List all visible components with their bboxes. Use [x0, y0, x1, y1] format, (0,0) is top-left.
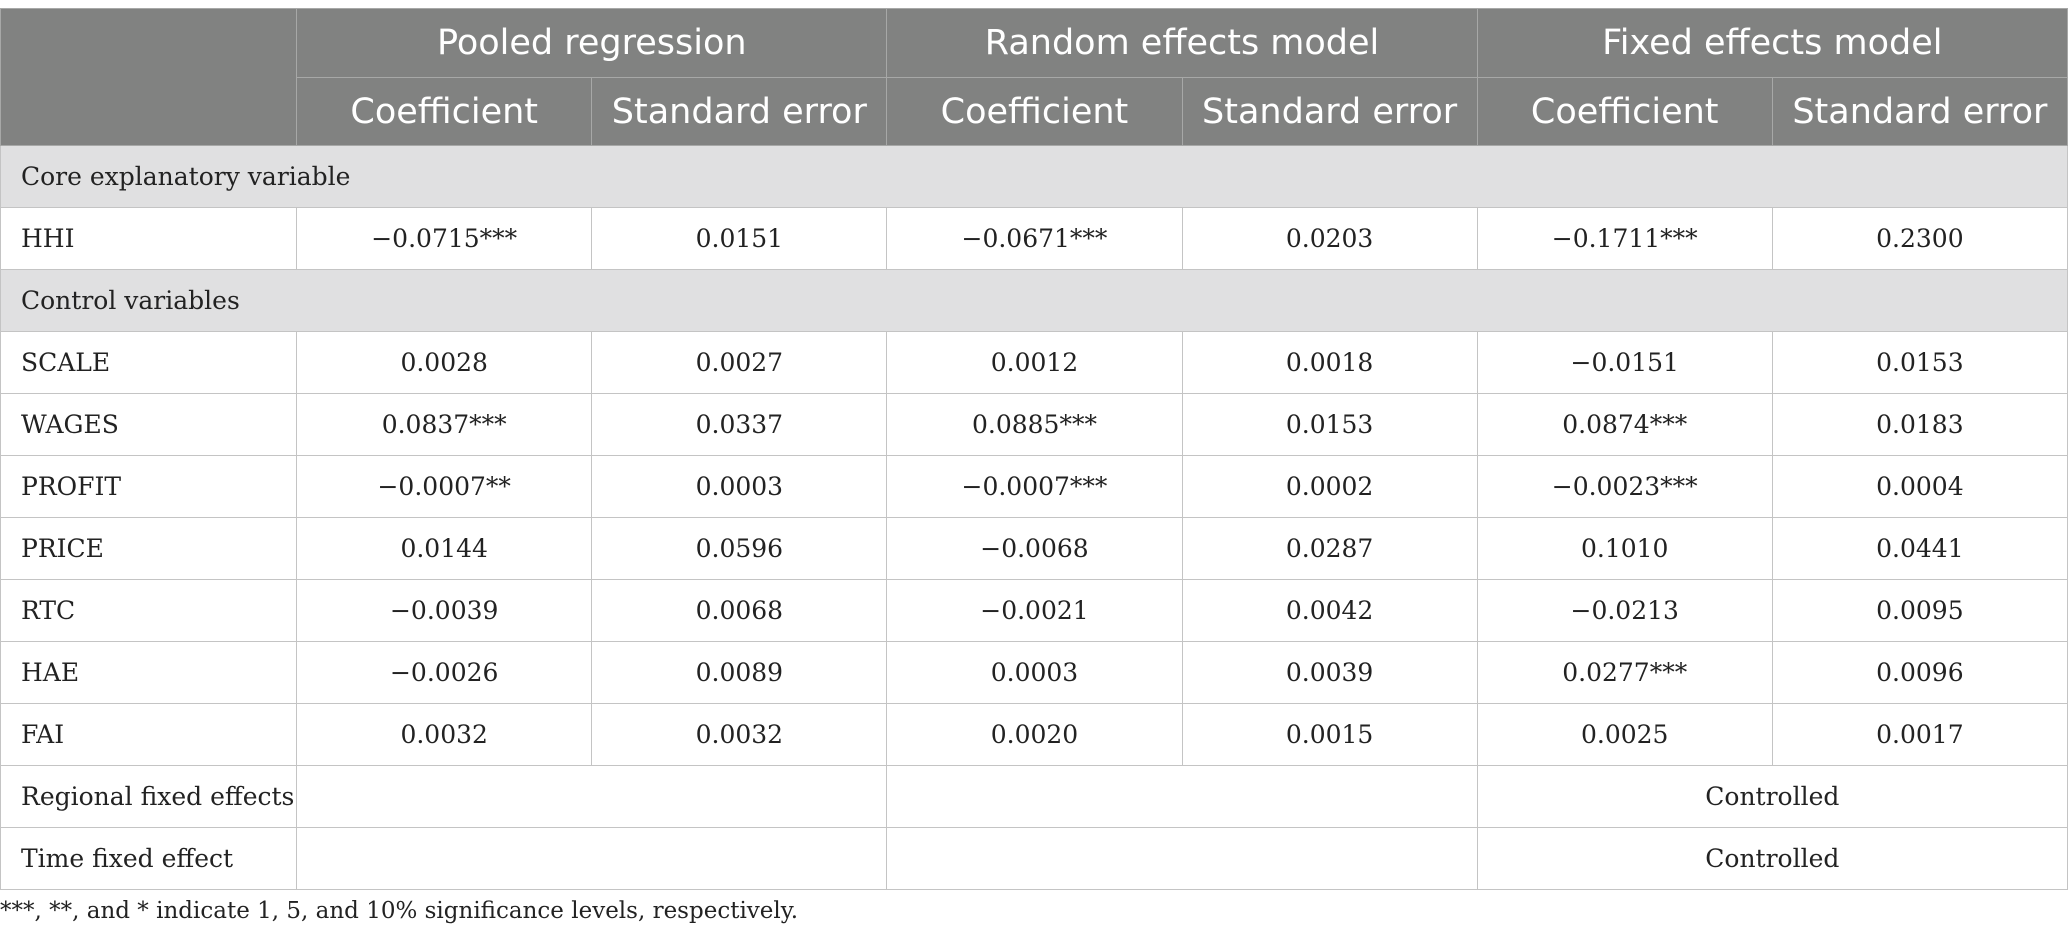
row-label: FAI	[0, 703, 298, 766]
row-label: SCALE	[0, 331, 298, 394]
regression-results-table: Pooled regression Random effects model F…	[0, 8, 2068, 890]
table-cell: 0.0096	[1771, 641, 2068, 704]
table-cell: 0.0004	[1771, 455, 2068, 518]
table-cell: 0.0032	[296, 703, 593, 766]
table-cell-merged	[886, 827, 1478, 890]
table-row-hae: HAE −0.0026 0.0089 0.0003 0.0039 0.0277*…	[0, 641, 2068, 704]
table-cell: 0.1010	[1476, 517, 1773, 580]
table-cell: 0.0012	[886, 331, 1183, 394]
header-subcolumn: Coefficient	[296, 77, 593, 146]
table-cell: 0.2300	[1771, 207, 2068, 270]
table-cell: 0.0039	[1181, 641, 1478, 704]
table-cell: 0.0441	[1771, 517, 2068, 580]
table-cell: −0.0213	[1476, 579, 1773, 642]
table-footnote: ***, **, and * indicate 1, 5, and 10% si…	[0, 898, 799, 924]
header-subcolumn: Coefficient	[886, 77, 1183, 146]
table-body: Core explanatory variable HHI −0.0715***…	[0, 145, 2068, 890]
table-cell: 0.0032	[591, 703, 888, 766]
table-cell: −0.0068	[886, 517, 1183, 580]
row-label: HHI	[0, 207, 298, 270]
table-cell: 0.0183	[1771, 393, 2068, 456]
table-row-scale: SCALE 0.0028 0.0027 0.0012 0.0018 −0.015…	[0, 331, 2068, 394]
table-cell: 0.0874***	[1476, 393, 1773, 456]
table-cell: −0.0715***	[296, 207, 593, 270]
table-row-fai: FAI 0.0032 0.0032 0.0020 0.0015 0.0025 0…	[0, 703, 2068, 766]
table-cell: 0.0153	[1771, 331, 2068, 394]
table-cell: 0.0002	[1181, 455, 1478, 518]
table-cell: 0.0003	[591, 455, 888, 518]
header-group-fixed: Fixed effects model	[1476, 8, 2068, 78]
row-label: RTC	[0, 579, 298, 642]
section-row-core: Core explanatory variable	[0, 145, 2068, 208]
header-subcolumn: Standard error	[591, 77, 888, 146]
table-cell: −0.1711***	[1476, 207, 1773, 270]
regression-table-container: Pooled regression Random effects model F…	[0, 8, 2068, 890]
section-label: Control variables	[0, 269, 2068, 332]
table-row-regional-fixed-effects: Regional fixed effects Controlled	[0, 765, 2068, 828]
table-cell: 0.0015	[1181, 703, 1478, 766]
table-cell: 0.0151	[591, 207, 888, 270]
table-cell: 0.0025	[1476, 703, 1773, 766]
row-label: Regional fixed effects	[0, 765, 298, 828]
table-row-price: PRICE 0.0144 0.0596 −0.0068 0.0287 0.101…	[0, 517, 2068, 580]
table-row-profit: PROFIT −0.0007** 0.0003 −0.0007*** 0.000…	[0, 455, 2068, 518]
table-row-wages: WAGES 0.0837*** 0.0337 0.0885*** 0.0153 …	[0, 393, 2068, 456]
row-label: HAE	[0, 641, 298, 704]
table-cell: 0.0027	[591, 331, 888, 394]
table-cell-merged: Controlled	[1476, 765, 2068, 828]
table-cell-merged	[886, 765, 1478, 828]
header-subcolumn: Standard error	[1771, 77, 2068, 146]
row-label: PRICE	[0, 517, 298, 580]
table-cell-merged: Controlled	[1476, 827, 2068, 890]
section-label: Core explanatory variable	[0, 145, 2068, 208]
table-cell: −0.0023***	[1476, 455, 1773, 518]
header-corner-cell	[0, 8, 298, 146]
header-subcolumn: Standard error	[1181, 77, 1478, 146]
table-cell: −0.0007***	[886, 455, 1183, 518]
table-cell: −0.0671***	[886, 207, 1183, 270]
table-cell: 0.0017	[1771, 703, 2068, 766]
table-cell: 0.0337	[591, 393, 888, 456]
table-cell: 0.0003	[886, 641, 1183, 704]
table-row-time-fixed-effect: Time fixed effect Controlled	[0, 827, 2068, 890]
table-cell: −0.0026	[296, 641, 593, 704]
table-row-hhi: HHI −0.0715*** 0.0151 −0.0671*** 0.0203 …	[0, 207, 2068, 270]
header-group-row: Pooled regression Random effects model F…	[0, 8, 2068, 146]
table-cell: 0.0089	[591, 641, 888, 704]
table-cell: −0.0039	[296, 579, 593, 642]
table-cell: 0.0885***	[886, 393, 1183, 456]
row-label: WAGES	[0, 393, 298, 456]
table-cell-merged	[296, 827, 888, 890]
row-label: PROFIT	[0, 455, 298, 518]
table-cell: 0.0095	[1771, 579, 2068, 642]
table-cell: 0.0018	[1181, 331, 1478, 394]
table-header: Pooled regression Random effects model F…	[0, 8, 2068, 146]
table-cell: −0.0021	[886, 579, 1183, 642]
table-cell-merged	[296, 765, 888, 828]
header-group-random: Random effects model	[886, 8, 1478, 78]
table-cell: 0.0287	[1181, 517, 1478, 580]
table-cell: −0.0007**	[296, 455, 593, 518]
table-cell: 0.0596	[591, 517, 888, 580]
table-cell: 0.0028	[296, 331, 593, 394]
row-label: Time fixed effect	[0, 827, 298, 890]
header-group-pooled: Pooled regression	[296, 8, 888, 78]
table-cell: 0.0068	[591, 579, 888, 642]
table-cell: 0.0144	[296, 517, 593, 580]
table-cell: 0.0277***	[1476, 641, 1773, 704]
table-cell: 0.0042	[1181, 579, 1478, 642]
header-subcolumn-row: Coefficient Standard error Coefficient S…	[1, 77, 2068, 146]
table-cell: 0.0837***	[296, 393, 593, 456]
header-subcolumn: Coefficient	[1476, 77, 1773, 146]
table-cell: 0.0153	[1181, 393, 1478, 456]
table-row-rtc: RTC −0.0039 0.0068 −0.0021 0.0042 −0.021…	[0, 579, 2068, 642]
table-cell: 0.0203	[1181, 207, 1478, 270]
table-cell: −0.0151	[1476, 331, 1773, 394]
section-row-control: Control variables	[0, 269, 2068, 332]
table-cell: 0.0020	[886, 703, 1183, 766]
